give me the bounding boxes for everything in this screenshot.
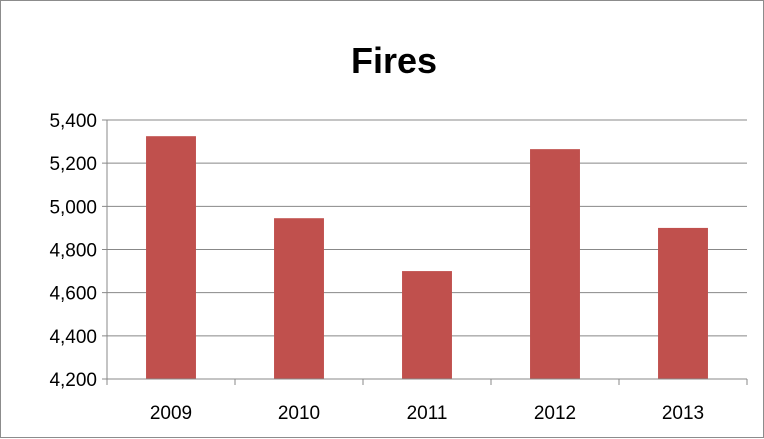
- bar-2011: [402, 271, 452, 379]
- axes: [102, 120, 748, 385]
- y-tick-label: 4,200: [49, 370, 97, 391]
- bar-2013: [658, 227, 708, 379]
- bar-2009: [146, 136, 196, 379]
- bars: [146, 136, 708, 379]
- chart-title: Fires: [351, 40, 437, 81]
- x-tick-label: 2011: [407, 403, 448, 424]
- y-tick-label: 4,400: [49, 327, 97, 348]
- y-tick-labels: 4,200 4,400 4,600 4,800 5,000 5,200 5,400: [49, 111, 97, 391]
- gridlines: [102, 119, 747, 337]
- bar-2010: [274, 218, 324, 379]
- x-tick-label: 2013: [662, 403, 704, 424]
- bar-2012: [530, 149, 580, 379]
- y-tick-label: 4,600: [49, 284, 97, 305]
- y-tick-label: 5,400: [49, 111, 97, 132]
- x-tick-label: 2010: [278, 403, 320, 424]
- x-tick-label: 2012: [534, 403, 576, 424]
- y-tick-label: 5,000: [49, 197, 97, 218]
- y-tick-label: 5,200: [49, 154, 97, 175]
- y-tick-label: 4,800: [49, 241, 97, 262]
- x-tick-label: 2009: [150, 403, 192, 424]
- x-tick-labels: 2009 2010 2011 2012 2013: [150, 403, 704, 424]
